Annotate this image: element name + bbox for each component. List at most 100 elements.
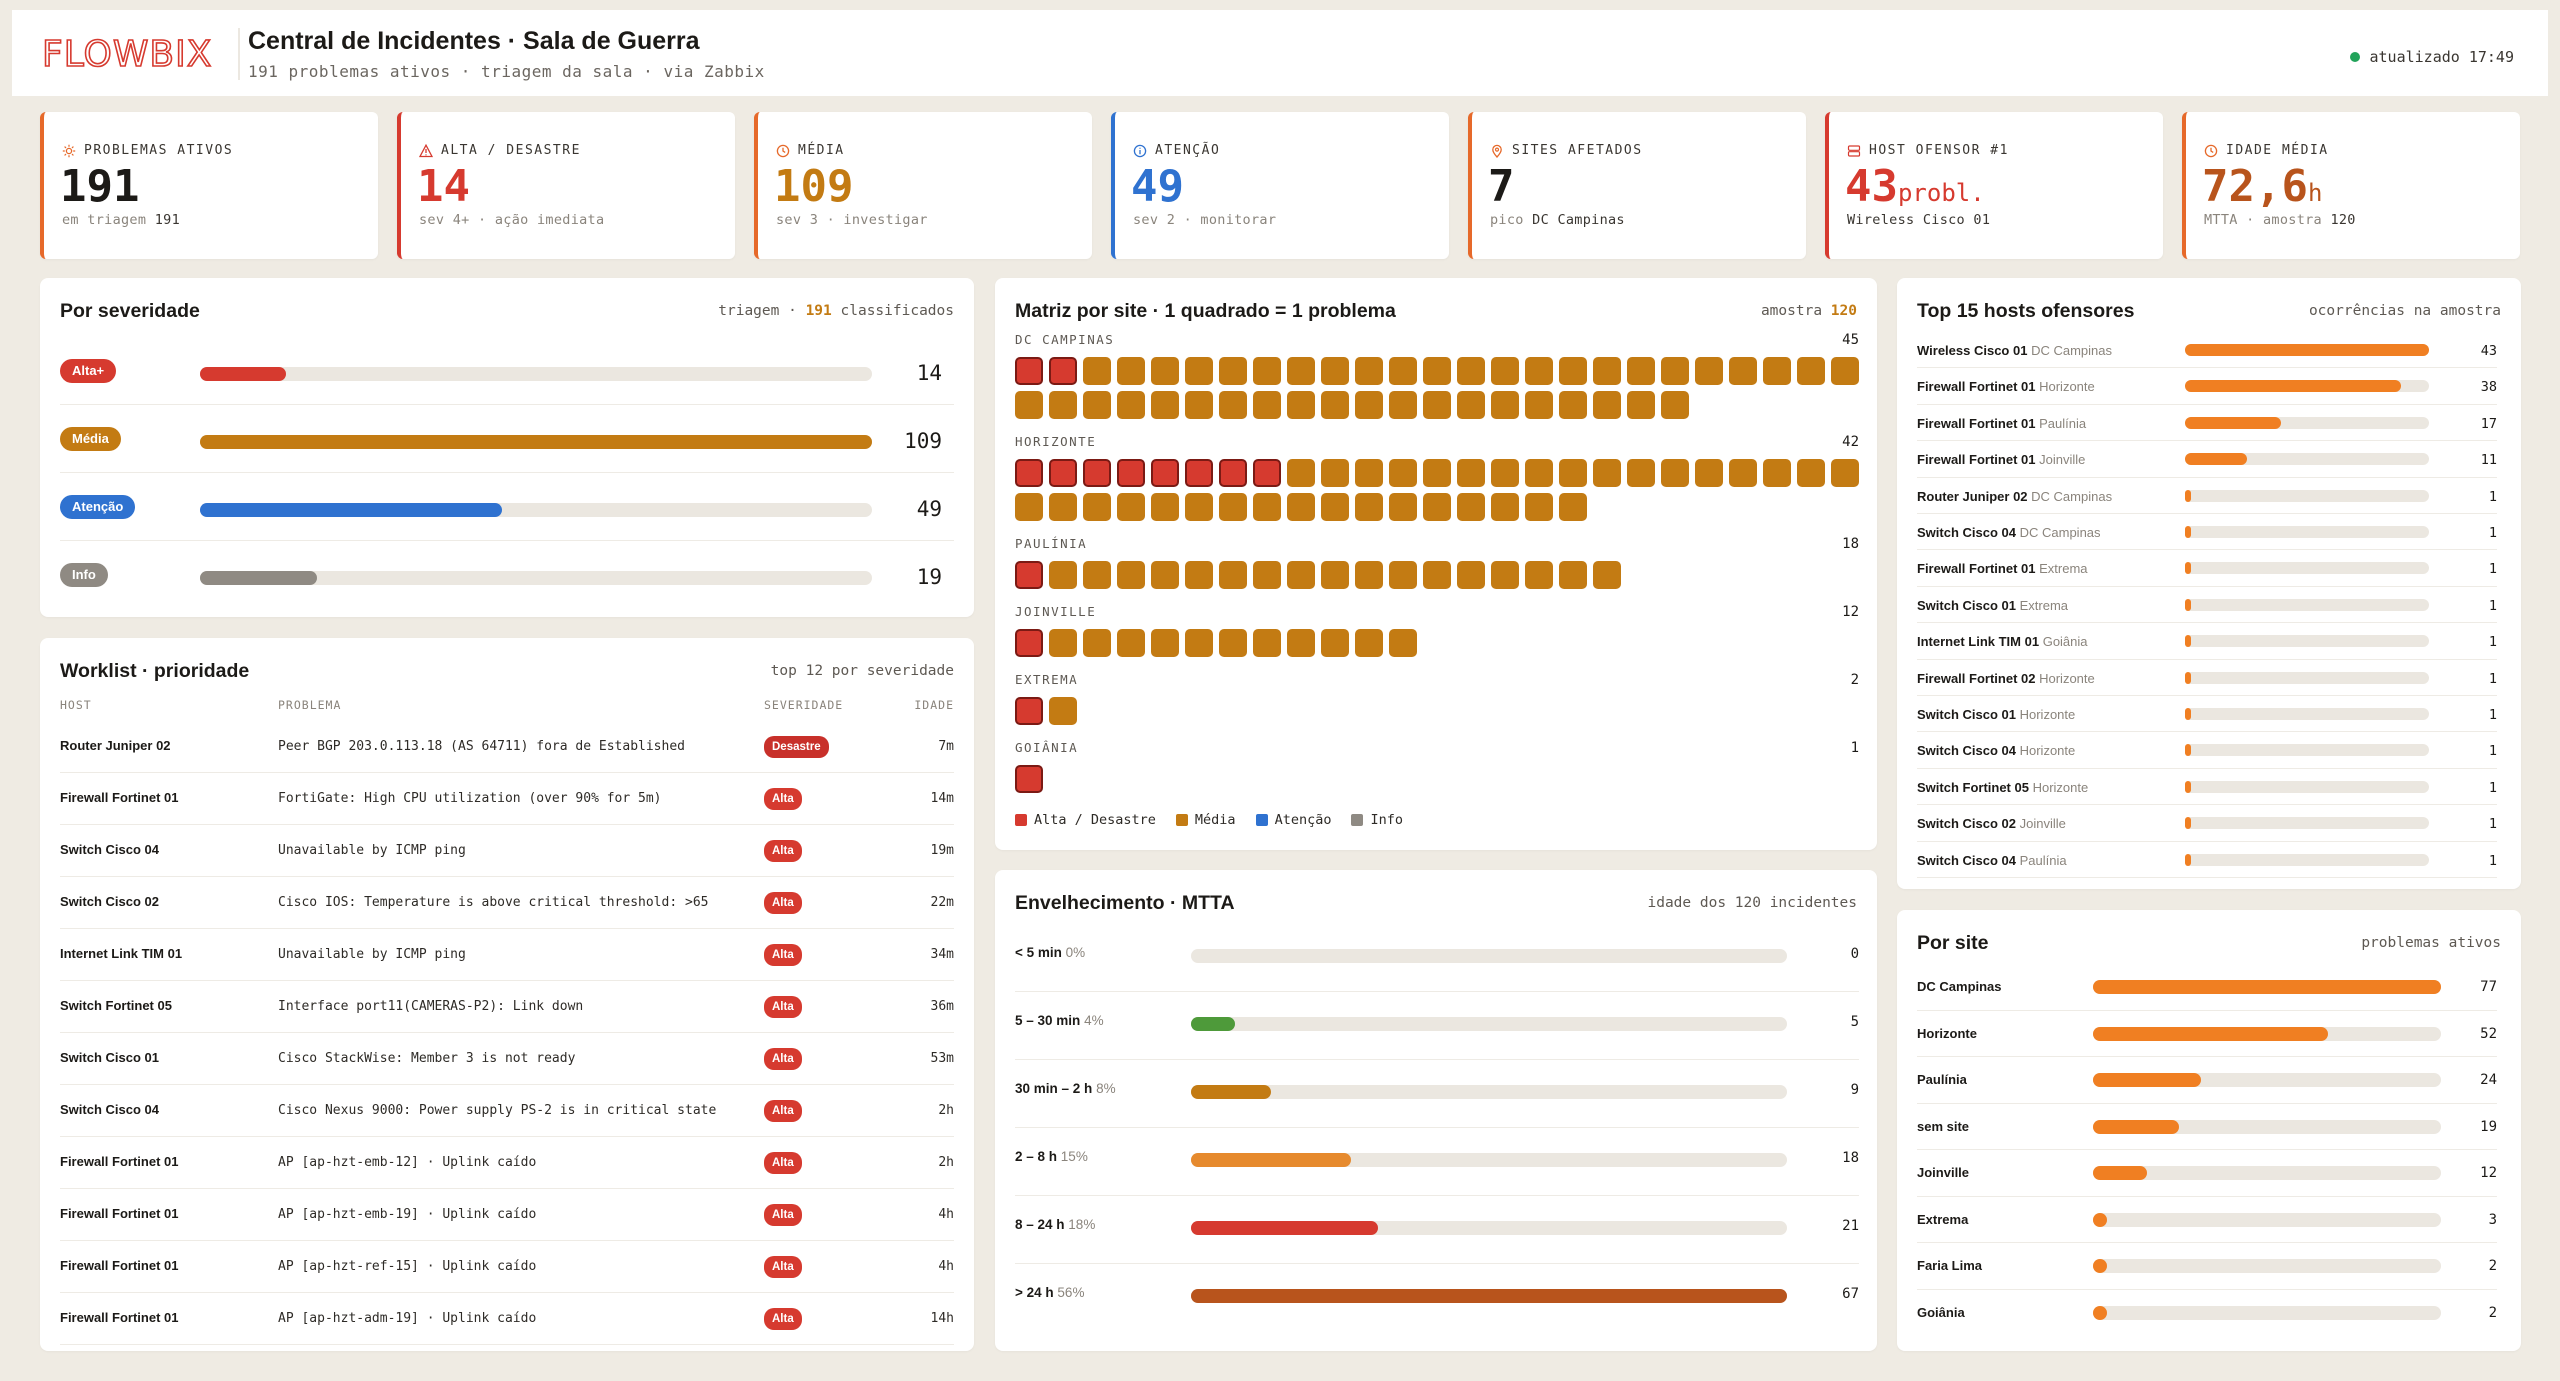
problem-square-media[interactable] bbox=[1831, 357, 1859, 385]
problem-square-media[interactable] bbox=[1083, 561, 1111, 589]
problem-square-media[interactable] bbox=[1083, 493, 1111, 521]
problem-square-media[interactable] bbox=[1627, 391, 1655, 419]
problem-square-media[interactable] bbox=[1049, 561, 1077, 589]
problem-square-media[interactable] bbox=[1559, 561, 1587, 589]
problem-square-alta[interactable] bbox=[1015, 561, 1043, 589]
problem-square-media[interactable] bbox=[1593, 561, 1621, 589]
problem-square-media[interactable] bbox=[1117, 357, 1145, 385]
problem-square-media[interactable] bbox=[1219, 561, 1247, 589]
problem-square-media[interactable] bbox=[1525, 493, 1553, 521]
problem-square-media[interactable] bbox=[1661, 459, 1689, 487]
problem-square-media[interactable] bbox=[1457, 357, 1485, 385]
host-row[interactable]: Switch Cisco 01 Extrema 1 bbox=[1917, 587, 2497, 624]
problem-square-media[interactable] bbox=[1763, 357, 1791, 385]
severity-pill[interactable]: Info bbox=[60, 563, 108, 587]
problem-square-media[interactable] bbox=[1287, 357, 1315, 385]
problem-square-media[interactable] bbox=[1593, 391, 1621, 419]
problem-square-media[interactable] bbox=[1389, 629, 1417, 657]
problem-square-media[interactable] bbox=[1559, 391, 1587, 419]
problem-square-media[interactable] bbox=[1457, 493, 1485, 521]
problem-square-media[interactable] bbox=[1729, 357, 1757, 385]
problem-square-media[interactable] bbox=[1185, 391, 1213, 419]
problem-square-media[interactable] bbox=[1389, 493, 1417, 521]
site-row[interactable]: Paulínia 24 bbox=[1917, 1057, 2497, 1104]
site-row[interactable]: DC Campinas 77 bbox=[1917, 964, 2497, 1011]
problem-square-media[interactable] bbox=[1049, 697, 1077, 725]
problem-square-media[interactable] bbox=[1525, 561, 1553, 589]
worklist-row[interactable]: Internet Link TIM 01 Unavailable by ICMP … bbox=[60, 929, 954, 981]
problem-square-alta[interactable] bbox=[1049, 459, 1077, 487]
problem-square-media[interactable] bbox=[1083, 629, 1111, 657]
problem-square-media[interactable] bbox=[1491, 391, 1519, 419]
host-row[interactable]: Internet Link TIM 01 Goiânia 1 bbox=[1917, 623, 2497, 660]
problem-square-media[interactable] bbox=[1389, 459, 1417, 487]
problem-square-media[interactable] bbox=[1797, 357, 1825, 385]
site-row[interactable]: Horizonte 52 bbox=[1917, 1011, 2497, 1057]
problem-square-media[interactable] bbox=[1287, 561, 1315, 589]
problem-square-media[interactable] bbox=[1729, 459, 1757, 487]
problem-square-media[interactable] bbox=[1049, 629, 1077, 657]
host-row[interactable]: Router Juniper 02 DC Campinas 1 bbox=[1917, 478, 2497, 514]
problem-square-media[interactable] bbox=[1423, 357, 1451, 385]
site-row[interactable]: Faria Lima 2 bbox=[1917, 1243, 2497, 1290]
host-row[interactable]: Firewall Fortinet 02 Horizonte 1 bbox=[1917, 660, 2497, 696]
problem-square-media[interactable] bbox=[1355, 391, 1383, 419]
problem-square-media[interactable] bbox=[1253, 357, 1281, 385]
problem-square-media[interactable] bbox=[1015, 391, 1043, 419]
problem-square-media[interactable] bbox=[1593, 357, 1621, 385]
problem-square-media[interactable] bbox=[1287, 629, 1315, 657]
worklist-row[interactable]: Firewall Fortinet 01 AP [ap-hzt-emb-19] ·… bbox=[60, 1189, 954, 1241]
host-row[interactable]: Switch Cisco 02 Joinville 1 bbox=[1917, 805, 2497, 842]
problem-square-media[interactable] bbox=[1219, 629, 1247, 657]
problem-square-media[interactable] bbox=[1389, 357, 1417, 385]
site-row[interactable]: Goiânia 2 bbox=[1917, 1290, 2497, 1337]
problem-square-media[interactable] bbox=[1423, 561, 1451, 589]
problem-square-media[interactable] bbox=[1287, 459, 1315, 487]
host-row[interactable]: Switch Cisco 04 Paulínia 1 bbox=[1917, 842, 2497, 878]
problem-square-alta[interactable] bbox=[1151, 459, 1179, 487]
problem-square-media[interactable] bbox=[1355, 357, 1383, 385]
problem-square-media[interactable] bbox=[1695, 459, 1723, 487]
problem-square-media[interactable] bbox=[1253, 391, 1281, 419]
problem-square-media[interactable] bbox=[1117, 493, 1145, 521]
problem-square-media[interactable] bbox=[1253, 493, 1281, 521]
problem-square-media[interactable] bbox=[1525, 459, 1553, 487]
problem-square-media[interactable] bbox=[1491, 459, 1519, 487]
worklist-row[interactable]: Firewall Fortinet 01 AP [ap-hzt-ref-15] ·… bbox=[60, 1241, 954, 1293]
host-row[interactable]: Switch Fortinet 05 Horizonte 1 bbox=[1917, 769, 2497, 806]
problem-square-media[interactable] bbox=[1423, 391, 1451, 419]
problem-square-media[interactable] bbox=[1185, 561, 1213, 589]
problem-square-media[interactable] bbox=[1117, 561, 1145, 589]
problem-square-media[interactable] bbox=[1083, 391, 1111, 419]
host-row[interactable]: Firewall Fortinet 01 Horizonte 38 bbox=[1917, 368, 2497, 405]
host-row[interactable]: Switch Cisco 04 Horizonte 1 bbox=[1917, 732, 2497, 769]
problem-square-alta[interactable] bbox=[1083, 459, 1111, 487]
problem-square-media[interactable] bbox=[1559, 357, 1587, 385]
problem-square-media[interactable] bbox=[1151, 493, 1179, 521]
problem-square-media[interactable] bbox=[1117, 391, 1145, 419]
site-row[interactable]: Joinville 12 bbox=[1917, 1150, 2497, 1197]
problem-square-alta[interactable] bbox=[1185, 459, 1213, 487]
problem-square-media[interactable] bbox=[1151, 629, 1179, 657]
problem-square-media[interactable] bbox=[1185, 629, 1213, 657]
worklist-row[interactable]: Firewall Fortinet 01 AP [ap-hzt-adm-19] ·… bbox=[60, 1293, 954, 1345]
problem-square-media[interactable] bbox=[1627, 357, 1655, 385]
problem-square-alta[interactable] bbox=[1015, 765, 1043, 793]
problem-square-media[interactable] bbox=[1117, 629, 1145, 657]
problem-square-media[interactable] bbox=[1355, 561, 1383, 589]
problem-square-alta[interactable] bbox=[1015, 697, 1043, 725]
host-row[interactable]: Switch Cisco 04 DC Campinas 1 bbox=[1917, 514, 2497, 551]
problem-square-alta[interactable] bbox=[1219, 459, 1247, 487]
host-row[interactable]: Firewall Fortinet 01 Paulínia 17 bbox=[1917, 405, 2497, 442]
problem-square-media[interactable] bbox=[1559, 493, 1587, 521]
problem-square-media[interactable] bbox=[1491, 493, 1519, 521]
problem-square-media[interactable] bbox=[1219, 357, 1247, 385]
host-row[interactable]: Switch Cisco 01 Horizonte 1 bbox=[1917, 696, 2497, 733]
worklist-row[interactable]: Switch Fortinet 05 Interface port11(CAMER… bbox=[60, 981, 954, 1033]
problem-square-media[interactable] bbox=[1049, 493, 1077, 521]
problem-square-alta[interactable] bbox=[1015, 629, 1043, 657]
problem-square-media[interactable] bbox=[1423, 493, 1451, 521]
problem-square-alta[interactable] bbox=[1253, 459, 1281, 487]
problem-square-media[interactable] bbox=[1457, 391, 1485, 419]
problem-square-media[interactable] bbox=[1049, 391, 1077, 419]
